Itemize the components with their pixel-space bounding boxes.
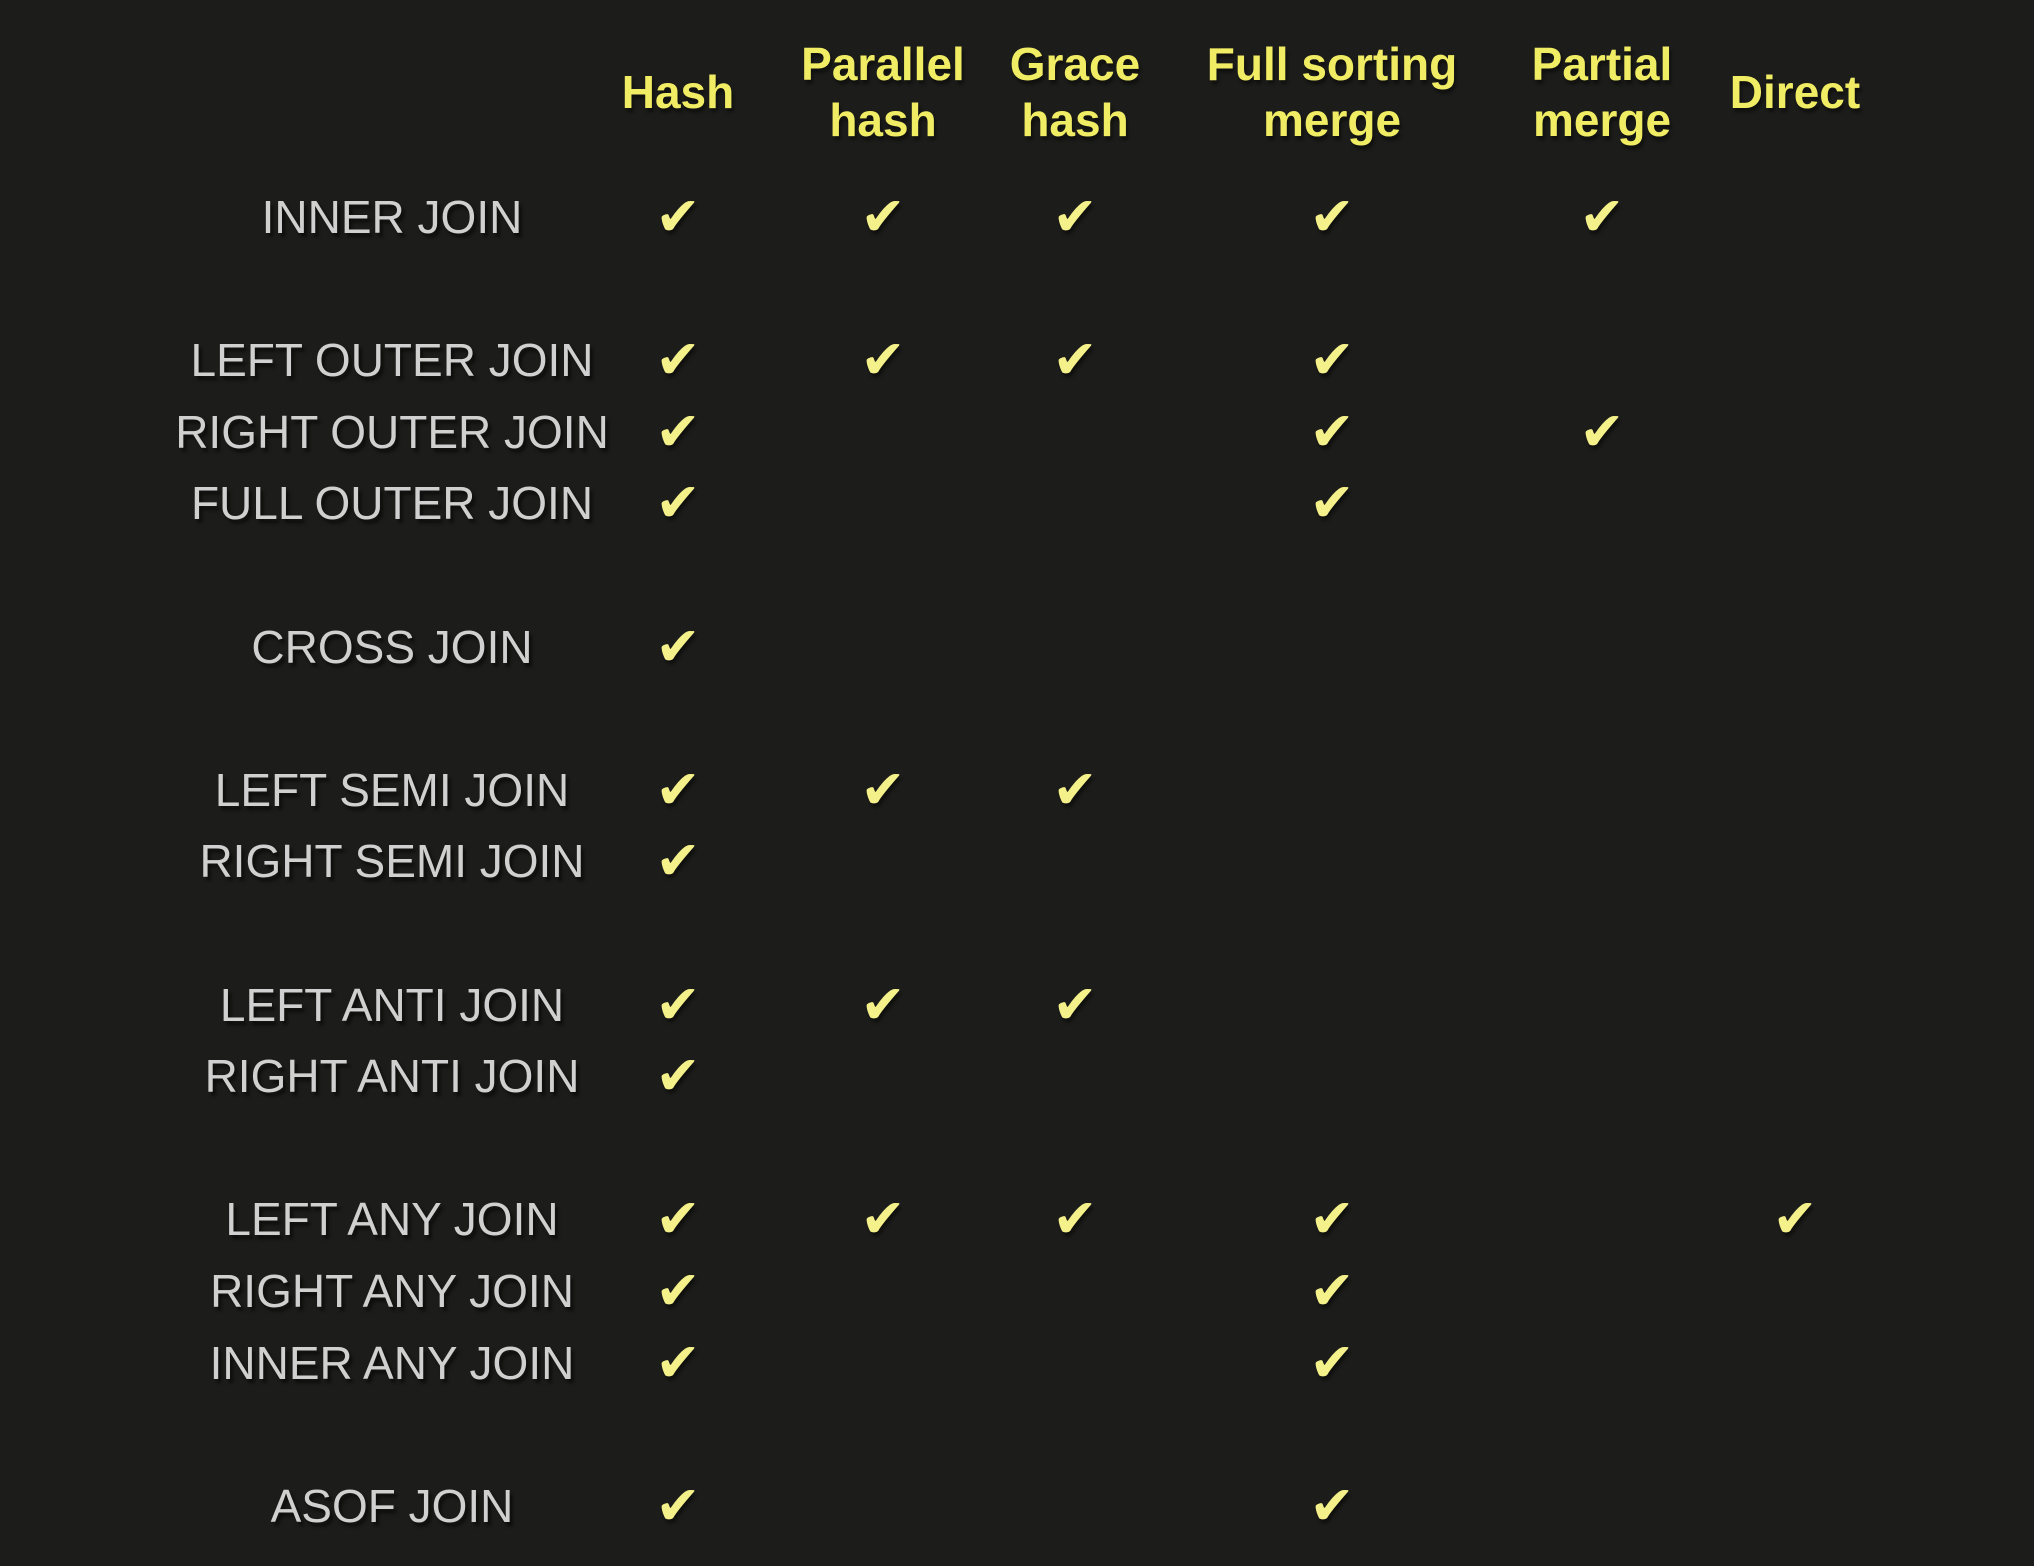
check-icon: ✔ [860,1187,906,1251]
check-icon: ✔ [1052,757,1098,821]
check-icon: ✔ [655,614,701,678]
column-header-grace-hash: Grace hash [1009,38,1141,146]
check-icon: ✔ [1579,399,1625,463]
column-header-direct: Direct [1729,66,1861,118]
check-icon: ✔ [1579,185,1625,248]
check-icon: ✔ [1309,328,1355,392]
check-icon: ✔ [655,471,701,535]
check-icon: ✔ [655,1259,701,1322]
row-label-cross-join: CROSS JOIN [251,620,533,673]
check-icon: ✔ [655,1473,701,1537]
row-label-right-outer-join: RIGHT OUTER JOIN [175,405,609,458]
check-icon: ✔ [1052,328,1098,392]
column-header-hash: Hash [621,66,735,118]
check-icon: ✔ [1309,399,1355,463]
check-icon: ✔ [860,757,906,821]
row-label-left-anti-join: LEFT ANTI JOIN [219,978,565,1031]
row-label-asof-join: ASOF JOIN [270,1479,514,1532]
column-header-full-sorting-merge: Full sorting merge [1206,38,1458,146]
row-label-right-anti-join: RIGHT ANTI JOIN [204,1050,580,1103]
row-label-left-semi-join: LEFT SEMI JOIN [214,763,570,816]
check-icon: ✔ [1309,1187,1355,1251]
check-icon: ✔ [655,1044,701,1108]
check-icon: ✔ [655,399,701,463]
row-label-inner-any-join: INNER ANY JOIN [209,1336,575,1389]
check-icon: ✔ [860,185,906,248]
check-icon: ✔ [1309,1330,1355,1394]
check-icon: ✔ [1052,185,1098,248]
check-icon: ✔ [1309,185,1355,248]
row-label-inner-join: INNER JOIN [261,191,523,243]
check-icon: ✔ [1309,1473,1355,1537]
row-label-full-outer-join: FULL OUTER JOIN [190,477,594,530]
row-label-right-semi-join: RIGHT SEMI JOIN [199,835,585,888]
row-label-left-any-join: LEFT ANY JOIN [225,1193,559,1246]
check-icon: ✔ [655,757,701,821]
check-icon: ✔ [655,328,701,392]
column-header-parallel-hash: Parallel hash [801,38,965,146]
check-icon: ✔ [655,972,701,1036]
check-icon: ✔ [1772,1187,1818,1251]
column-header-partial-merge: Partial merge [1531,38,1673,146]
row-label-left-outer-join: LEFT OUTER JOIN [190,334,594,387]
check-icon: ✔ [860,972,906,1036]
row-label-right-any-join: RIGHT ANY JOIN [210,1265,574,1317]
check-icon: ✔ [1052,972,1098,1036]
check-icon: ✔ [1052,1187,1098,1251]
check-icon: ✔ [655,1187,701,1251]
check-icon: ✔ [655,185,701,248]
check-icon: ✔ [655,829,701,893]
check-icon: ✔ [1309,471,1355,535]
check-icon: ✔ [860,328,906,392]
check-icon: ✔ [1309,1259,1355,1322]
check-icon: ✔ [655,1330,701,1394]
